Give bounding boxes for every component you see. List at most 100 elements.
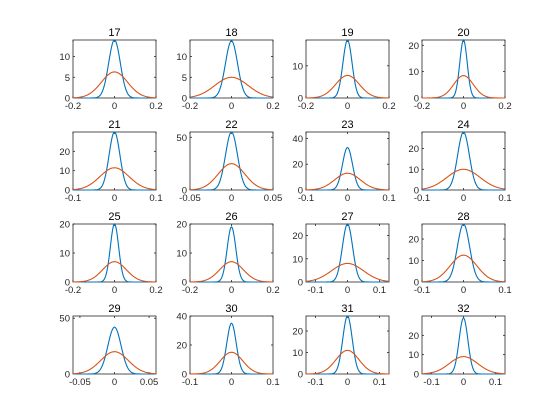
x-tick-label: 0 bbox=[345, 193, 350, 204]
y-tick-label: 10 bbox=[59, 166, 70, 177]
y-tick-label: 0 bbox=[414, 370, 419, 381]
y-tick-label: 20 bbox=[176, 341, 187, 352]
series-orange-line bbox=[422, 75, 505, 99]
axes-frame bbox=[189, 39, 274, 99]
x-tick-label: -0.05 bbox=[179, 193, 201, 204]
y-tick-label: 0 bbox=[65, 186, 70, 197]
x-tick-label: -0.1 bbox=[423, 377, 439, 388]
series-orange-line bbox=[189, 163, 274, 191]
axes-frame bbox=[72, 39, 157, 99]
axes-frame bbox=[421, 131, 506, 191]
y-tick-label: 0 bbox=[182, 370, 187, 381]
series-orange-line bbox=[189, 76, 274, 98]
series-orange-line bbox=[421, 356, 506, 375]
y-tick-label: 0 bbox=[65, 370, 70, 381]
series-orange-line bbox=[72, 167, 157, 191]
x-tick-label: 0 bbox=[112, 193, 117, 204]
x-tick-label: 0.1 bbox=[498, 193, 511, 204]
x-tick-label: 0.2 bbox=[266, 285, 279, 296]
axes-frame bbox=[421, 223, 506, 283]
x-tick-label: 0.1 bbox=[382, 193, 395, 204]
y-tick-label: 20 bbox=[292, 327, 303, 338]
panel-title: 23 bbox=[341, 119, 353, 131]
panel-title: 31 bbox=[341, 303, 353, 315]
series-orange-line bbox=[189, 351, 274, 375]
y-tick-label: 0 bbox=[182, 186, 187, 197]
y-tick-label: 40 bbox=[176, 312, 187, 323]
series-orange-line bbox=[72, 351, 157, 375]
x-tick-label: 0.2 bbox=[382, 101, 395, 112]
y-tick-label: 10 bbox=[292, 254, 303, 265]
axes-frame bbox=[189, 223, 274, 283]
y-tick-label: 0 bbox=[298, 370, 303, 381]
x-tick-label: 0.2 bbox=[498, 101, 511, 112]
y-tick-label: 50 bbox=[176, 133, 187, 144]
x-tick-label: -0.1 bbox=[182, 377, 198, 388]
y-tick-label: 5 bbox=[182, 73, 187, 84]
y-tick-label: 0 bbox=[298, 94, 303, 105]
panel-title: 25 bbox=[108, 211, 120, 223]
series-orange-line bbox=[189, 261, 274, 283]
series-orange-line bbox=[72, 261, 157, 283]
y-tick-label: 10 bbox=[176, 52, 187, 63]
x-tick-label: 0 bbox=[345, 101, 350, 112]
series-blue-line bbox=[190, 322, 273, 375]
axes-frame bbox=[305, 39, 390, 99]
x-tick-label: 0 bbox=[345, 377, 350, 388]
axes-frame bbox=[421, 39, 506, 99]
axes-frame bbox=[305, 223, 390, 283]
x-tick-label: 0 bbox=[112, 101, 117, 112]
series-blue-line bbox=[306, 223, 389, 283]
panel-title: 30 bbox=[225, 303, 237, 315]
y-tick-label: 0 bbox=[298, 186, 303, 197]
panel-title: 21 bbox=[108, 119, 120, 131]
x-tick-label: 0 bbox=[112, 285, 117, 296]
series-orange-line bbox=[305, 262, 390, 282]
y-tick-label: 10 bbox=[408, 350, 419, 361]
y-tick-label: 50 bbox=[59, 314, 70, 325]
axes-frame bbox=[72, 315, 157, 375]
y-tick-label: 20 bbox=[408, 41, 419, 52]
axes-frame bbox=[189, 315, 274, 375]
axes-frame bbox=[421, 315, 506, 375]
x-tick-label: 0 bbox=[345, 285, 350, 296]
y-tick-label: 20 bbox=[408, 144, 419, 155]
y-tick-label: 5 bbox=[65, 73, 70, 84]
series-orange-line bbox=[305, 74, 390, 99]
x-tick-label: 0.1 bbox=[373, 285, 386, 296]
x-tick-label: 0 bbox=[461, 101, 466, 112]
series-orange-line bbox=[72, 71, 157, 99]
x-tick-label: 0.1 bbox=[498, 285, 511, 296]
series-orange-line bbox=[421, 168, 506, 190]
subplot-32: 32 -0.1 0 0.1 0 10 20 bbox=[408, 303, 506, 388]
x-tick-label: 0 bbox=[229, 101, 234, 112]
y-tick-label: 10 bbox=[408, 256, 419, 267]
series-orange-line bbox=[305, 349, 390, 375]
series-orange-line bbox=[421, 254, 506, 283]
y-tick-label: 20 bbox=[59, 147, 70, 158]
x-tick-label: 0 bbox=[229, 193, 234, 204]
panel-title: 24 bbox=[457, 119, 469, 131]
y-tick-label: 0 bbox=[182, 94, 187, 105]
series-blue-line bbox=[422, 223, 505, 283]
series-blue-line bbox=[73, 39, 156, 99]
y-tick-label: 0 bbox=[414, 186, 419, 197]
x-tick-label: -0.1 bbox=[307, 285, 323, 296]
x-tick-label: -0.2 bbox=[182, 285, 198, 296]
x-tick-label: 0 bbox=[229, 377, 234, 388]
x-tick-label: -0.1 bbox=[65, 193, 81, 204]
panel-title: 32 bbox=[457, 303, 469, 315]
